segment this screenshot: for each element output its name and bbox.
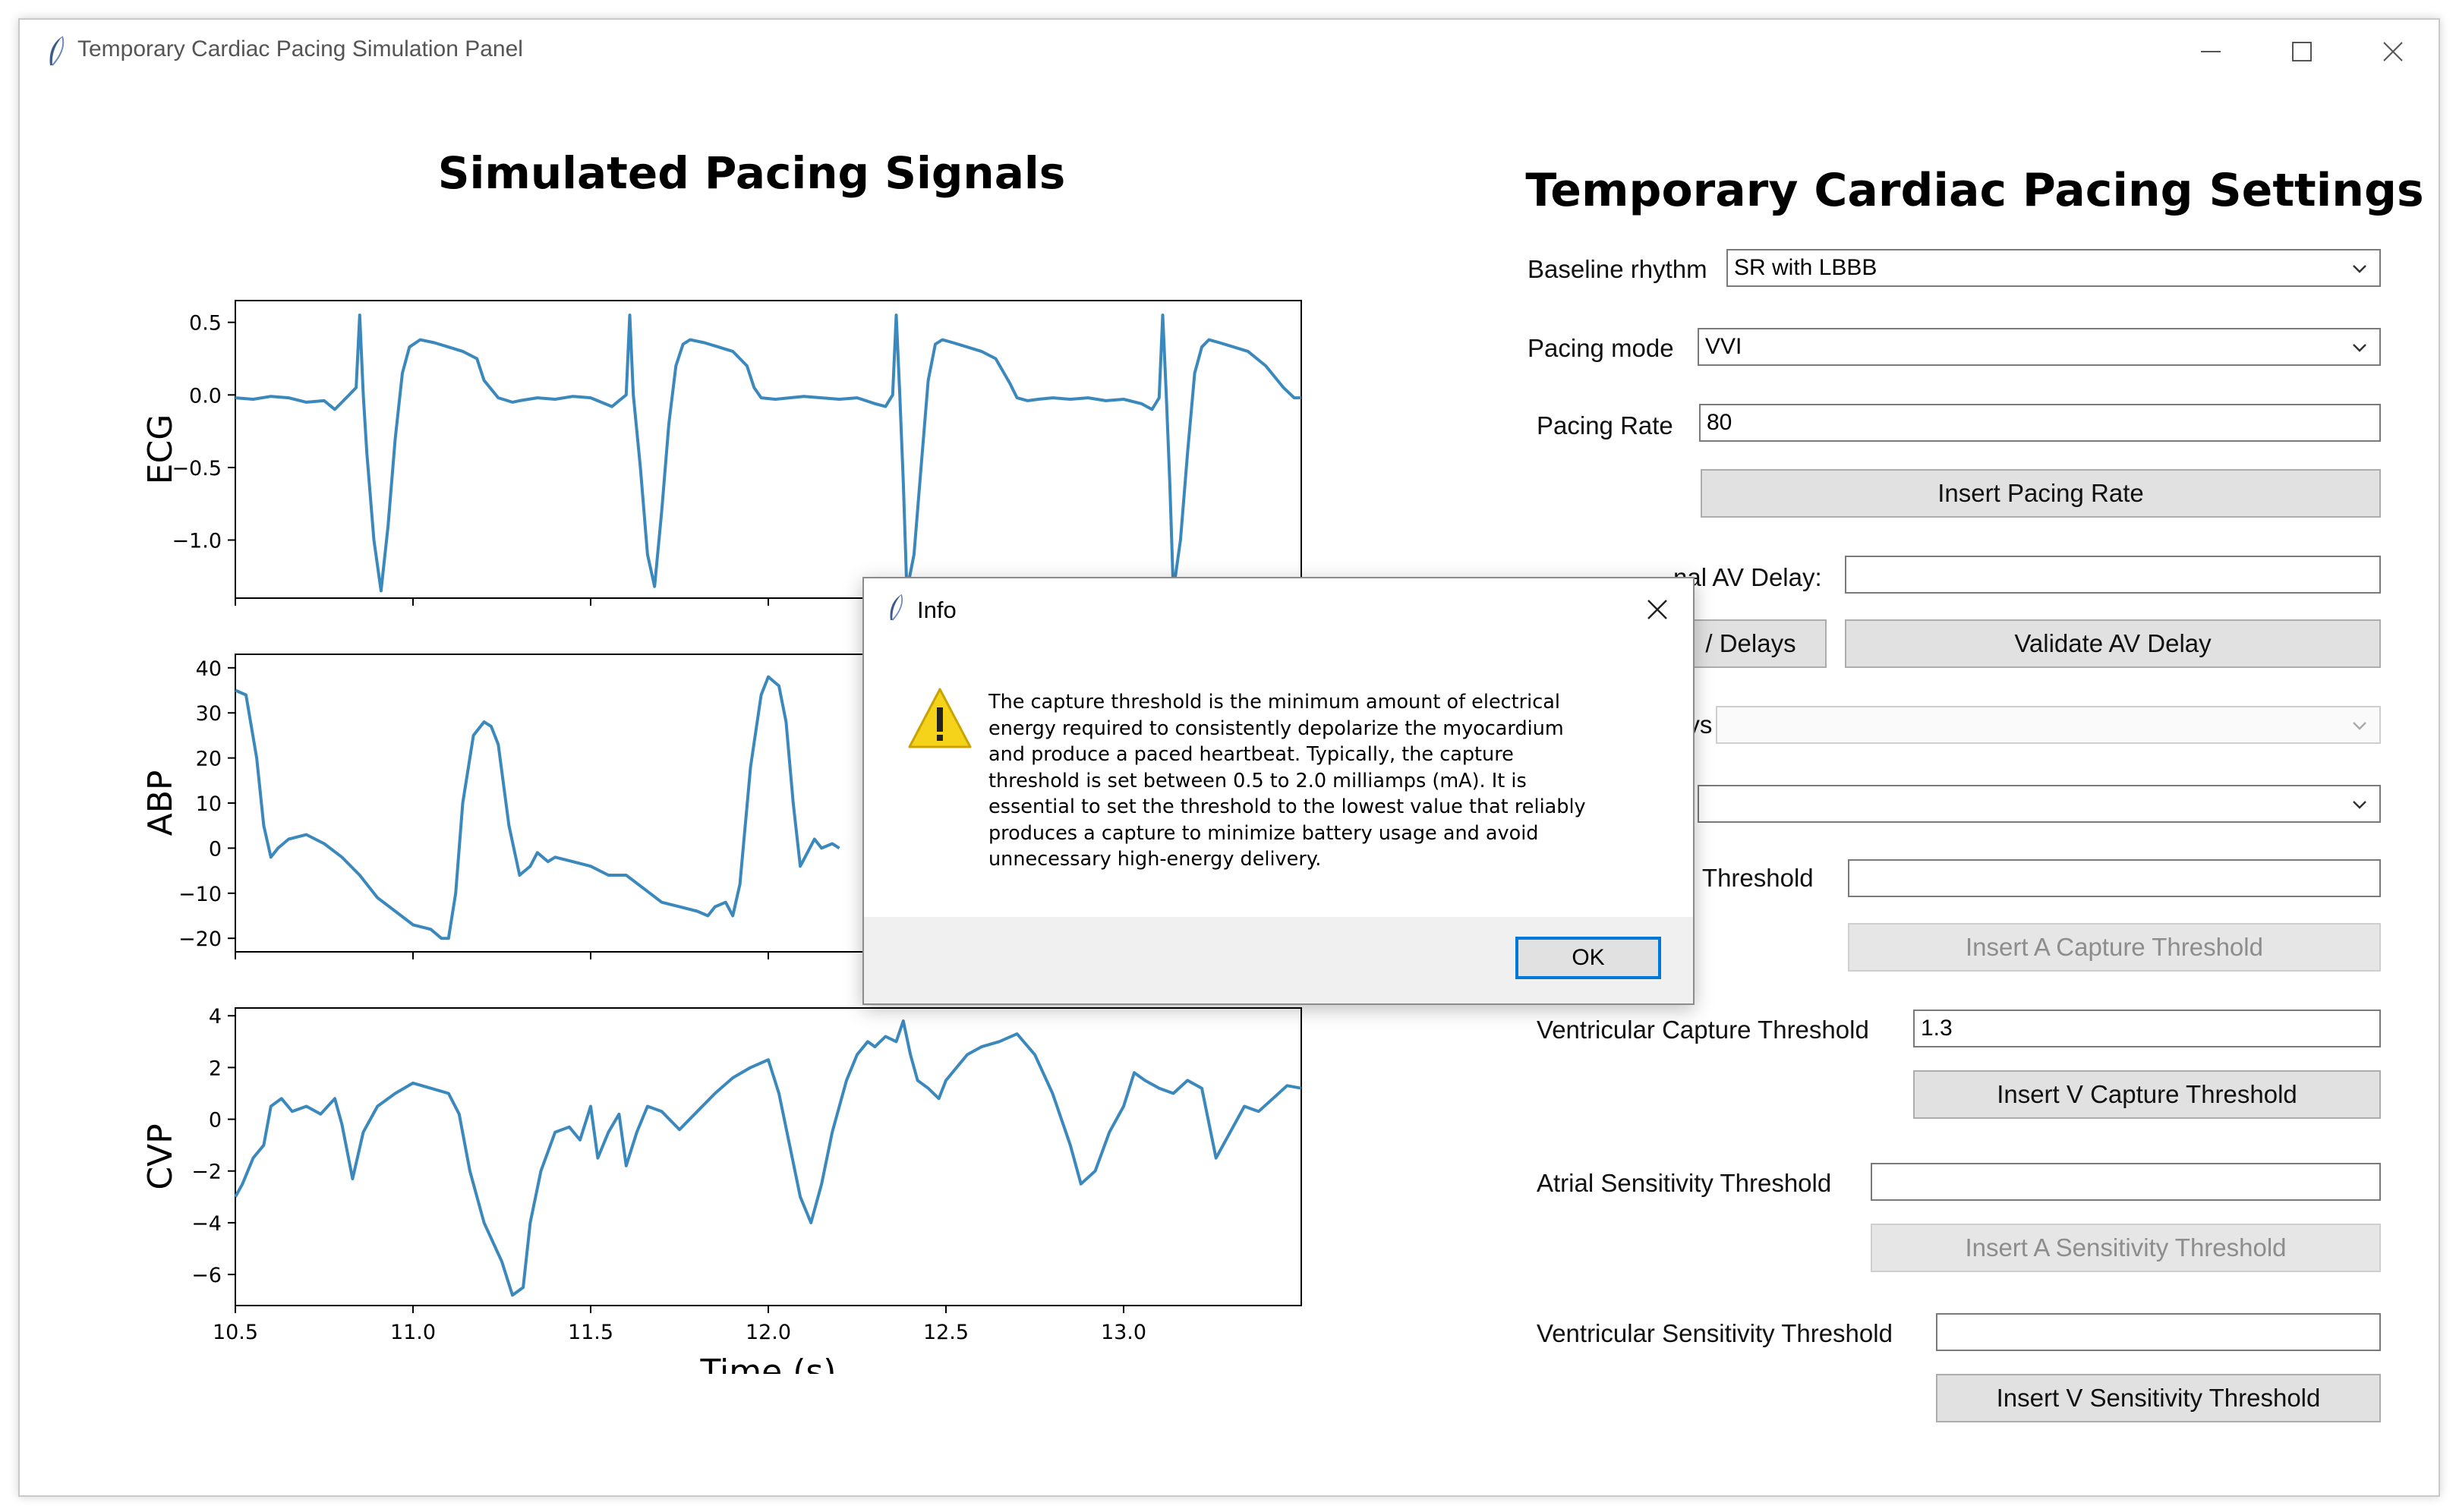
insert-v-capture-button[interactable]: Insert V Capture Threshold	[1913, 1070, 2381, 1119]
y-tick-label: 0.0	[189, 384, 222, 408]
x-axis-label: Time (s)	[700, 1353, 837, 1374]
signal-line-ecg	[235, 313, 1301, 593]
warning-icon	[908, 688, 972, 748]
plot-title: Simulated Pacing Signals	[438, 147, 1066, 199]
baseline-rhythm-label: Baseline rhythm	[1528, 255, 1707, 283]
y-axis-label: CVP	[141, 1123, 180, 1189]
pacing-rate-label: Pacing Rate	[1537, 411, 1673, 439]
validate-av-delay-button[interactable]: Validate AV Delay	[1845, 619, 2381, 668]
y-tick-label: 0.5	[189, 312, 222, 335]
minimize-button[interactable]	[2165, 20, 2256, 83]
pacing-rate-value: 80	[1707, 410, 1732, 435]
secondary-select[interactable]	[1698, 785, 2381, 823]
av-delay-label: nal AV Delay:	[1673, 563, 1822, 591]
window-title: Temporary Cardiac Pacing Simulation Pane…	[77, 36, 523, 61]
plot-frame	[235, 1007, 1302, 1306]
app-window: Temporary Cardiac Pacing Simulation Pane…	[18, 18, 2440, 1497]
x-tick-label: 12.0	[746, 1321, 791, 1344]
signal-line-cvp	[234, 1019, 1302, 1297]
x-tick-label: 11.5	[568, 1321, 613, 1344]
av-delays-select[interactable]	[1716, 706, 2381, 744]
y-tick-label: −10	[178, 883, 222, 906]
atrial-capture-label: re Threshold	[1673, 864, 1814, 892]
x-tick-label: 11.0	[390, 1321, 436, 1344]
signal-charts: Simulated Pacing Signals 0.5 0.0 −0.5 −1.0 E…	[141, 147, 1302, 1374]
dialog-footer: OK	[864, 917, 1693, 1003]
pacing-mode-label: Pacing mode	[1528, 334, 1674, 362]
insert-v-sensitivity-button[interactable]: Insert V Sensitivity Threshold	[1936, 1374, 2381, 1422]
feather-icon	[49, 36, 65, 66]
y-axis-label: ECG	[141, 414, 180, 485]
dialog-message: The capture threshold is the minimum amo…	[988, 691, 1586, 871]
maximize-icon	[2292, 42, 2312, 61]
close-window-button[interactable]	[2347, 20, 2439, 83]
ventricular-capture-value: 1.3	[1921, 1016, 1953, 1041]
baseline-rhythm-value: SR with LBBB	[1734, 255, 1877, 280]
ventricular-sensitivity-input[interactable]	[1936, 1313, 2381, 1351]
av-delays-button[interactable]: / Delays	[1675, 619, 1827, 668]
close-icon	[1647, 600, 1667, 619]
y-tick-label: 20	[196, 748, 222, 771]
baseline-rhythm-select[interactable]: SR with LBBB	[1726, 249, 2381, 287]
y-tick-label: 0	[209, 1109, 222, 1132]
ventricular-sensitivity-label: Ventricular Sensitivity Threshold	[1537, 1319, 1893, 1347]
y-tick-label: −1.0	[172, 530, 222, 553]
ok-button[interactable]: OK	[1515, 937, 1661, 979]
y-axis-label: ABP	[141, 770, 180, 836]
atrial-sensitivity-label: Atrial Sensitivity Threshold	[1537, 1169, 1832, 1197]
chevron-down-icon	[2353, 801, 2366, 809]
maximize-button[interactable]	[2256, 20, 2347, 83]
ventricular-capture-input[interactable]: 1.3	[1913, 1010, 2381, 1047]
atrial-sensitivity-input[interactable]	[1871, 1163, 2381, 1201]
pacing-mode-value: VVI	[1705, 334, 1742, 359]
y-tick-label: −20	[178, 928, 222, 951]
signal-line-abp	[235, 675, 840, 940]
y-tick-label: 10	[196, 792, 222, 816]
dialog-close-button[interactable]	[1638, 591, 1676, 628]
pacing-mode-select[interactable]: VVI	[1698, 328, 2381, 366]
y-tick-label: 4	[209, 1005, 222, 1028]
insert-pacing-rate-button[interactable]: Insert Pacing Rate	[1701, 469, 2381, 518]
ventricular-capture-label: Ventricular Capture Threshold	[1537, 1016, 1869, 1044]
av-delay-input[interactable]	[1845, 556, 2381, 594]
x-tick-label: 12.5	[923, 1321, 969, 1344]
info-dialog: Info The capture threshold is the minimu…	[862, 577, 1695, 1005]
y-tick-label: −0.5	[172, 457, 222, 480]
settings-title: Temporary Cardiac Pacing Settings	[1525, 164, 2424, 217]
pacing-rate-input[interactable]: 80	[1699, 404, 2381, 442]
y-tick-label: 0	[209, 837, 222, 861]
chevron-down-icon	[2353, 265, 2366, 273]
y-tick-label: −6	[191, 1264, 222, 1287]
y-tick-label: 2	[209, 1057, 222, 1080]
atrial-capture-input[interactable]	[1848, 859, 2381, 897]
minimize-icon	[2201, 51, 2221, 52]
y-tick-label: −2	[191, 1161, 222, 1184]
insert-a-capture-button[interactable]: Insert A Capture Threshold	[1848, 923, 2381, 972]
y-tick-label: 40	[196, 657, 222, 681]
dialog-title: Info	[917, 597, 957, 623]
y-tick-label: −4	[191, 1212, 222, 1236]
chevron-down-icon	[2353, 344, 2366, 352]
close-icon	[2383, 42, 2403, 61]
title-bar[interactable]: Temporary Cardiac Pacing Simulation Pane…	[20, 20, 2439, 83]
feather-icon	[890, 594, 903, 621]
x-tick-label: 10.5	[213, 1321, 258, 1344]
chevron-down-icon	[2353, 722, 2366, 730]
insert-a-sensitivity-button[interactable]: Insert A Sensitivity Threshold	[1871, 1224, 2381, 1272]
y-tick-label: 30	[196, 702, 222, 726]
x-tick-label: 13.0	[1101, 1321, 1146, 1344]
